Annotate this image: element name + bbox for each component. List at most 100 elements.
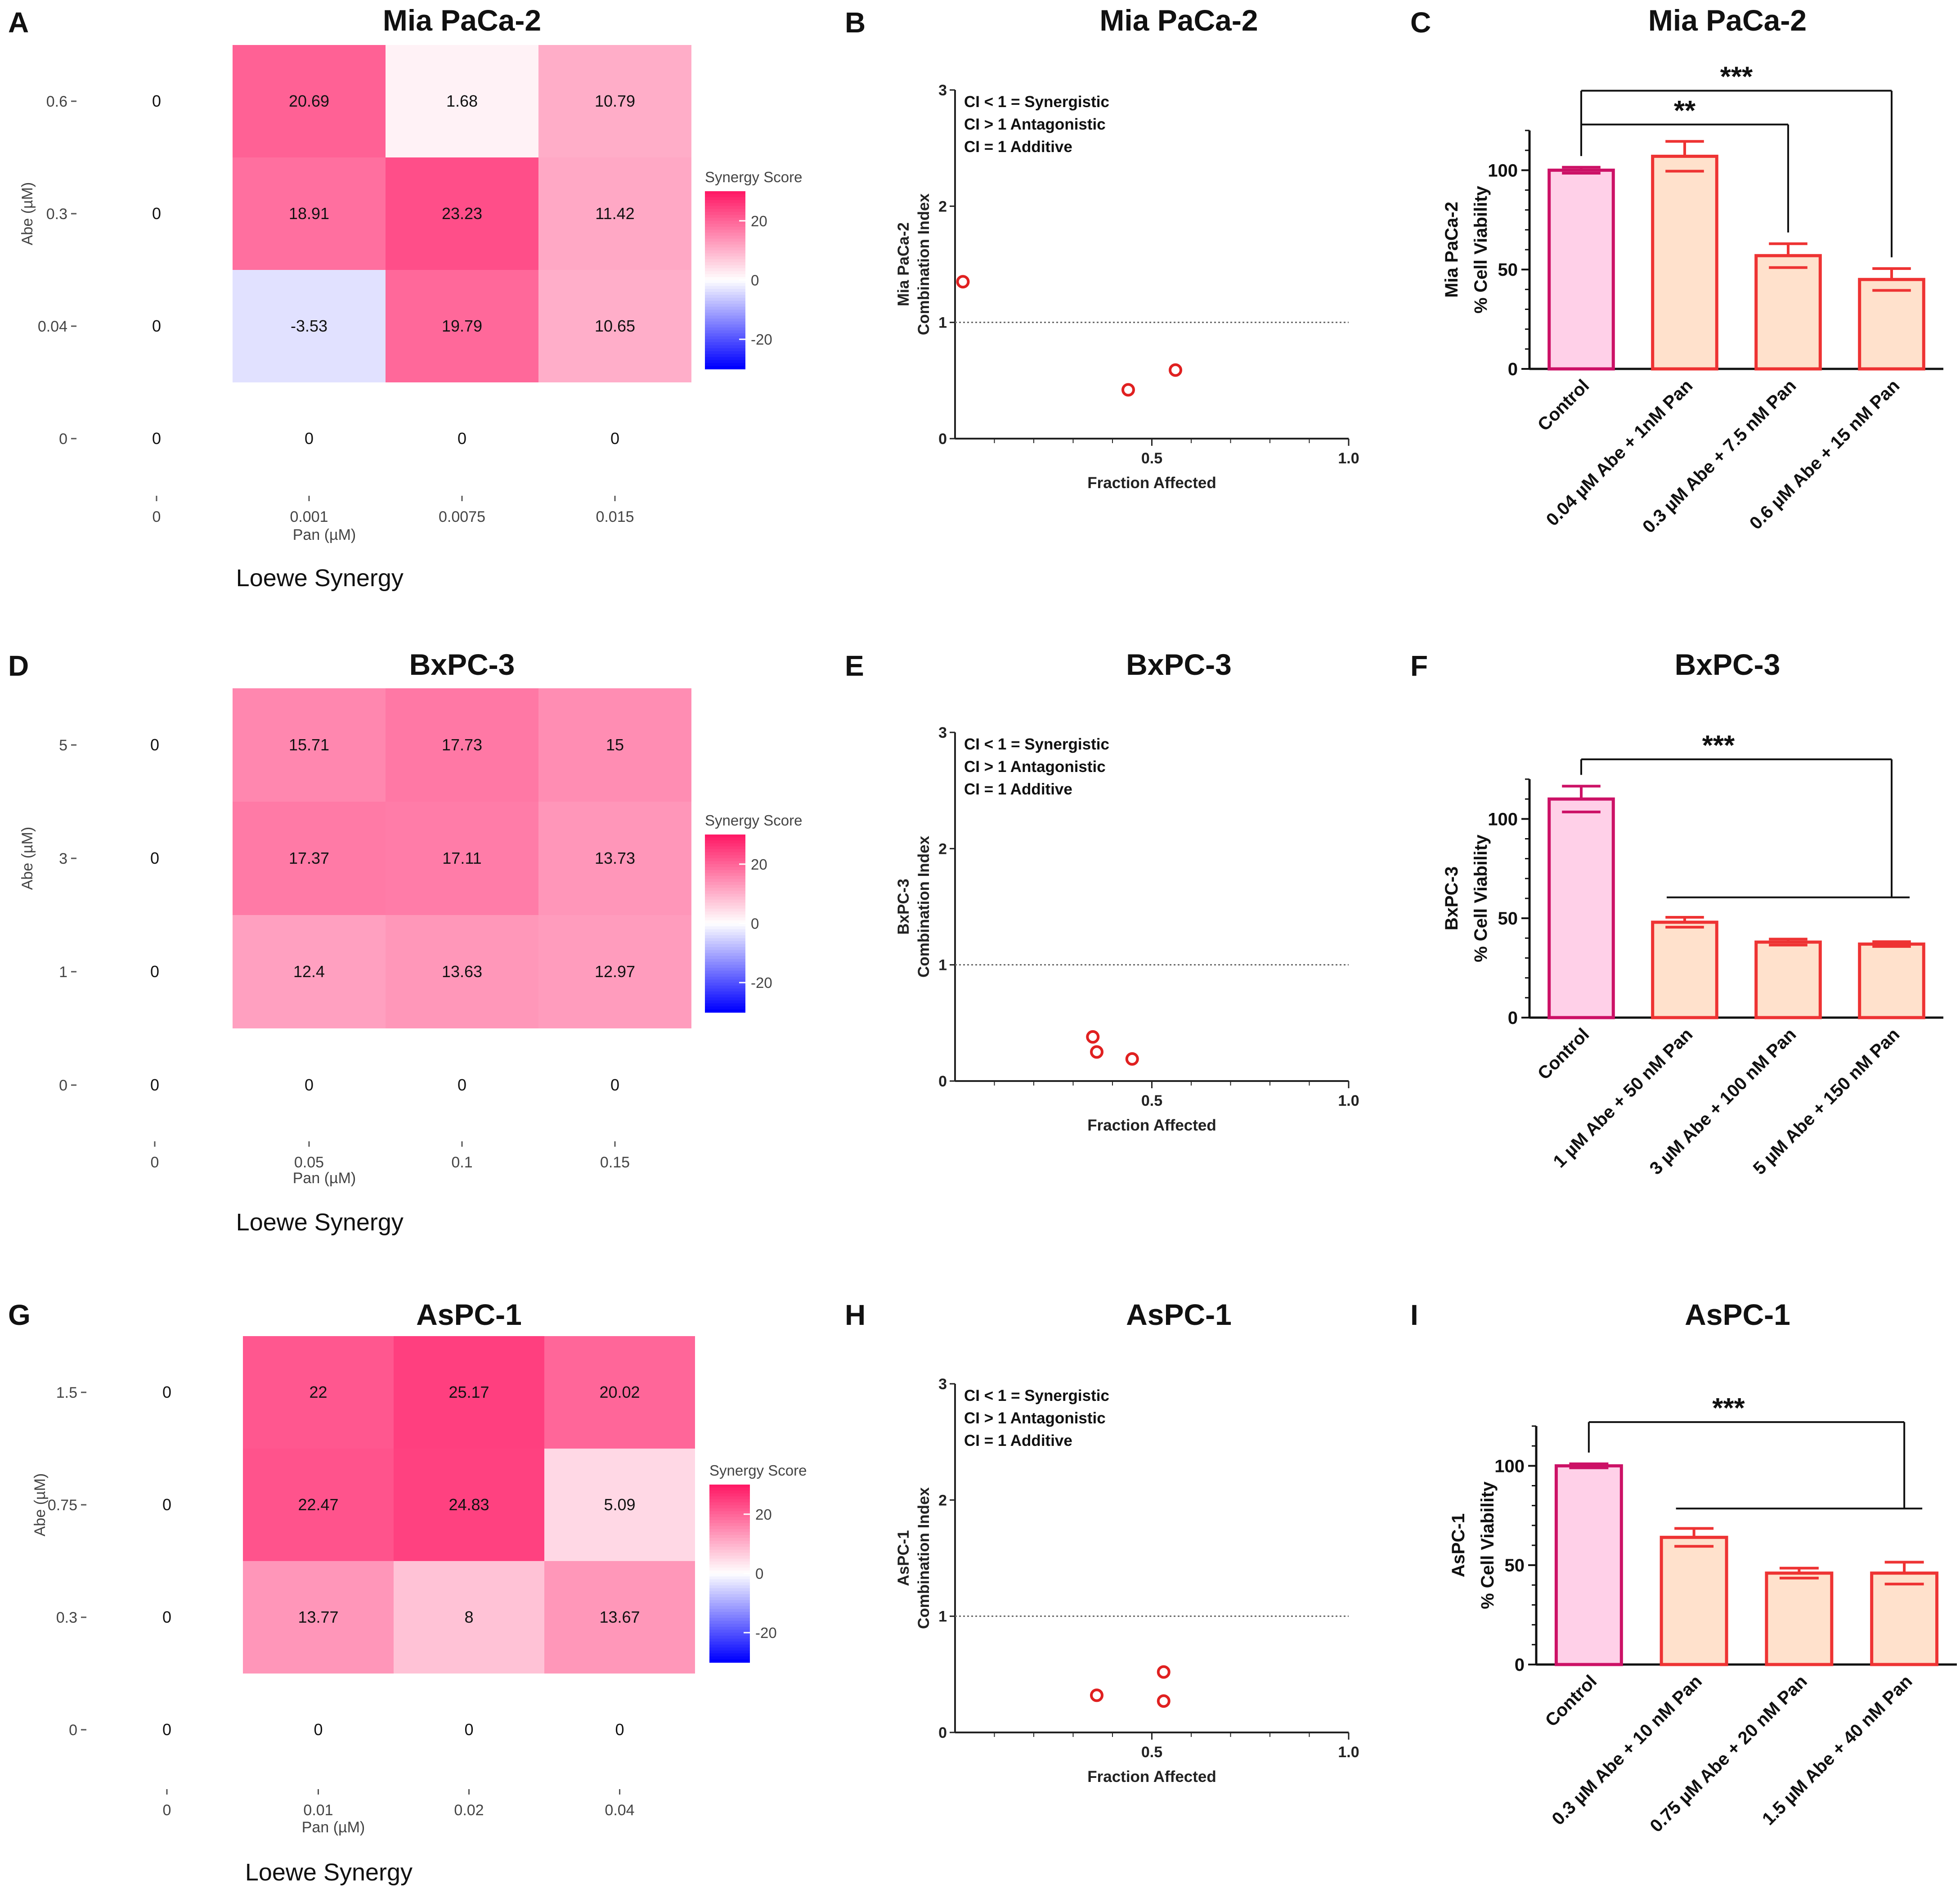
heatmap-x-tick-label: 0.15 bbox=[600, 1154, 630, 1171]
heatmap-x-tick-label: 0.001 bbox=[290, 508, 328, 525]
colorbar-segment bbox=[709, 1502, 750, 1506]
ci-note: CI = 1 Additive bbox=[964, 781, 1072, 798]
ci-y-tick-label: 3 bbox=[938, 724, 947, 741]
colorbar-segment bbox=[709, 1556, 750, 1559]
colorbar-segment bbox=[705, 1006, 745, 1010]
heatmap-value-label: 25.17 bbox=[449, 1383, 489, 1401]
ci-x-tick-label: 0.5 bbox=[1141, 450, 1162, 467]
bar-chart-title: AsPC-1 bbox=[1685, 1298, 1790, 1331]
colorbar-segment bbox=[705, 330, 745, 334]
colorbar-segment bbox=[705, 953, 745, 956]
ci-x-axis-label: Fraction Affected bbox=[1087, 1117, 1216, 1134]
heatmap-value-label: 0 bbox=[150, 849, 159, 867]
colorbar-segment bbox=[705, 941, 745, 945]
heatmap-value-label: 13.67 bbox=[599, 1608, 640, 1626]
bar-y-axis-cellline-label: BxPC-3 bbox=[1442, 866, 1462, 930]
panel-label-g: G bbox=[8, 1299, 31, 1331]
colorbar-segment bbox=[709, 1612, 750, 1615]
colorbar-segment bbox=[705, 997, 745, 1001]
heatmap-value-label: 0 bbox=[150, 962, 159, 981]
colorbar-segment bbox=[709, 1588, 750, 1592]
heatmap-cell bbox=[544, 1449, 695, 1561]
colorbar-segment bbox=[709, 1573, 750, 1577]
colorbar-segment bbox=[705, 917, 745, 921]
ci-plot-title: Mia PaCa-2 bbox=[1099, 4, 1258, 37]
heatmap-value-label: 0 bbox=[305, 429, 314, 448]
bar-y-tick-label: 50 bbox=[1505, 1556, 1525, 1575]
ci-y-tick-label: 2 bbox=[938, 840, 947, 857]
heatmap-value-label: 13.73 bbox=[595, 849, 635, 867]
colorbar-segment bbox=[705, 923, 745, 927]
colorbar-segment bbox=[705, 846, 745, 850]
colorbar-segment bbox=[709, 1535, 750, 1539]
bar bbox=[1554, 1464, 1623, 1666]
colorbar-segment bbox=[705, 327, 745, 331]
bar bbox=[1858, 942, 1925, 1019]
bar-y-tick-label: 50 bbox=[1498, 260, 1518, 280]
ci-plot-panel-e: BxPC-3 0 1 2 3 0.5 1.0 CI < 1 = Synergistic CI >… bbox=[895, 648, 1359, 1134]
colorbar-segment bbox=[705, 947, 745, 951]
ci-y-axis-label: Combination Index bbox=[915, 193, 933, 335]
ci-y-tick-label: 1 bbox=[938, 314, 947, 332]
heatmap-value-label: 10.79 bbox=[595, 92, 635, 110]
colorbar-segment bbox=[705, 891, 745, 894]
colorbar-segment bbox=[709, 1553, 750, 1556]
heatmap-value-label: 18.91 bbox=[289, 204, 329, 223]
colorbar-segment bbox=[709, 1624, 750, 1627]
ci-x-tick-label: 0.5 bbox=[1141, 1744, 1162, 1761]
colorbar-segment bbox=[705, 840, 745, 844]
colorbar-segment bbox=[705, 983, 745, 986]
ci-y-tick-label: 3 bbox=[938, 1376, 947, 1393]
colorbar-segment bbox=[705, 283, 745, 287]
colorbar-segment bbox=[709, 1582, 750, 1586]
colorbar-segment bbox=[705, 295, 745, 298]
colorbar-segment bbox=[705, 241, 745, 245]
heatmap-x-tick-label: 0.01 bbox=[303, 1802, 333, 1819]
colorbar-segment bbox=[709, 1638, 750, 1642]
colorbar-segment bbox=[709, 1511, 750, 1515]
colorbar-segment bbox=[705, 218, 745, 221]
heatmap-value-label: 22.47 bbox=[298, 1495, 338, 1514]
heatmap-cell bbox=[394, 1336, 544, 1449]
colorbar-segment bbox=[705, 274, 745, 278]
colorbar-segment bbox=[705, 849, 745, 853]
heatmap-cell bbox=[243, 1449, 394, 1561]
synergy-method-label: Loewe Synergy bbox=[245, 1859, 413, 1886]
colorbar-segment bbox=[705, 333, 745, 337]
ci-y-axis-label: Combination Index bbox=[915, 1487, 933, 1629]
colorbar-segment bbox=[705, 360, 745, 363]
colorbar-segment bbox=[705, 336, 745, 340]
ci-data-point bbox=[1157, 1694, 1171, 1708]
ci-note: CI > 1 Antagonistic bbox=[964, 758, 1106, 776]
ci-x-axis-label: Fraction Affected bbox=[1087, 1768, 1216, 1786]
heatmap-cell bbox=[386, 802, 538, 915]
bar bbox=[1659, 1535, 1728, 1666]
colorbar-segment bbox=[709, 1576, 750, 1580]
colorbar-segment bbox=[709, 1641, 750, 1645]
colorbar-segment bbox=[709, 1585, 750, 1589]
colorbar-segment bbox=[709, 1487, 750, 1491]
colorbar-segment bbox=[705, 224, 745, 227]
heatmap-y-tick-label: 0 bbox=[69, 1722, 77, 1739]
colorbar-segment bbox=[709, 1659, 750, 1663]
colorbar-segment bbox=[709, 1544, 750, 1548]
heatmap-value-label: 12.4 bbox=[293, 962, 325, 981]
colorbar-segment bbox=[705, 206, 745, 210]
colorbar-title: Synergy Score bbox=[709, 1462, 807, 1479]
colorbar-segment bbox=[705, 938, 745, 942]
colorbar-segment bbox=[709, 1606, 750, 1610]
colorbar-segment bbox=[705, 304, 745, 307]
colorbar-segment bbox=[705, 911, 745, 915]
heatmap-value-label: 0 bbox=[150, 1076, 159, 1094]
colorbar-tick-label: 0 bbox=[751, 915, 759, 932]
heatmap-value-label: 15.71 bbox=[289, 736, 329, 754]
heatmap-value-label: 0 bbox=[610, 1076, 619, 1094]
heatmap-x-tick-label: 0.05 bbox=[294, 1154, 324, 1171]
heatmap-cell bbox=[544, 1336, 695, 1449]
colorbar-segment bbox=[705, 888, 745, 892]
heatmap-title: AsPC-1 bbox=[416, 1298, 522, 1331]
heatmap-value-label: 0 bbox=[152, 92, 161, 110]
colorbar-segment bbox=[709, 1600, 750, 1604]
heatmap-value-label: 10.65 bbox=[595, 317, 635, 335]
colorbar-segment bbox=[709, 1567, 750, 1571]
